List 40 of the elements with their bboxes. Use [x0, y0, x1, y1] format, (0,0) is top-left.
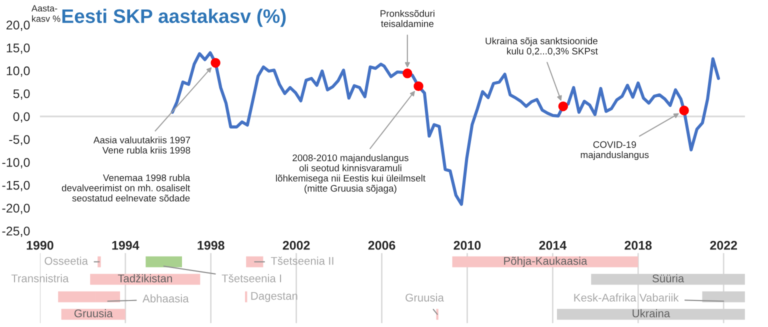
x-tick-label: 2010 — [454, 240, 481, 250]
y-tick-label: -15,0 — [2, 180, 30, 192]
series-label: Osseetia — [44, 256, 88, 265]
text: Abhaasia — [142, 294, 189, 302]
annotation: Venemaa 1998 rubla devalveerimist on mh. osaliselt seostatud eelnevate sõdade — [62, 174, 190, 202]
series-label: Süüria — [652, 274, 684, 282]
annotation: Transnistria — [11, 274, 69, 282]
y-tick-label: -25,0 — [2, 226, 30, 237]
x-tick-label: 2022 — [710, 240, 737, 250]
series-label: Ukraina — [632, 309, 670, 318]
y-tick-label: -5,0 — [9, 135, 30, 146]
text: Tšetseenia I — [222, 274, 282, 282]
y-tick-label: -10,0 — [2, 158, 30, 168]
annotation: Pronkssõduri teisaldamine — [380, 10, 434, 28]
series-label: Dagestan — [251, 292, 298, 302]
series-label: Gruusia — [74, 309, 113, 318]
x-tick-label: 1998 — [198, 240, 224, 250]
x-tick-label: 2006 — [368, 240, 396, 250]
annotation: Aasia valuutakriis 1997 Vene rubla kriis 1998 — [93, 136, 190, 154]
x-tick-label: 2018 — [624, 240, 652, 250]
chart-title: Eesti SKP aastakasv (%) — [62, 8, 286, 27]
series-label: Tadžikistan — [118, 274, 172, 282]
y-tick-label: 5,0 — [13, 89, 30, 100]
x-tick-label: 1994 — [112, 240, 140, 250]
y-tick-label: 0,0 — [13, 112, 30, 123]
y-tick-label: 20,0 — [6, 20, 30, 31]
series-label: Tšetseenia II — [270, 256, 334, 265]
annotation: Ukraina sõja sanktsioonide kulu 0,2...0,3% SKPst — [486, 37, 598, 56]
y-axis-title: Aasta- kasv % — [31, 5, 60, 22]
y-tick-label: -20,0 — [2, 204, 30, 214]
series-label: Põhja-Kaukaasia — [504, 256, 588, 268]
annotation: COVID-19 majanduslangus — [580, 141, 649, 160]
x-tick-label: 2002 — [282, 240, 310, 250]
x-tick-label: 1990 — [26, 240, 54, 250]
x-tick-label: 2014 — [539, 240, 567, 250]
text: Kesk-Aafrika Vabariik — [574, 293, 679, 302]
annotation: 2008-2010 majanduslangus oli seotud kinnisvaramuli lõhkemisega nii Eestis kui üleilmselt (mitte Gruusia sõjaga) — [276, 154, 426, 194]
y-tick-label: 10,0 — [6, 66, 30, 77]
y-tick-label: 15,0 — [6, 44, 30, 54]
series-label: Gruusia — [406, 293, 444, 302]
